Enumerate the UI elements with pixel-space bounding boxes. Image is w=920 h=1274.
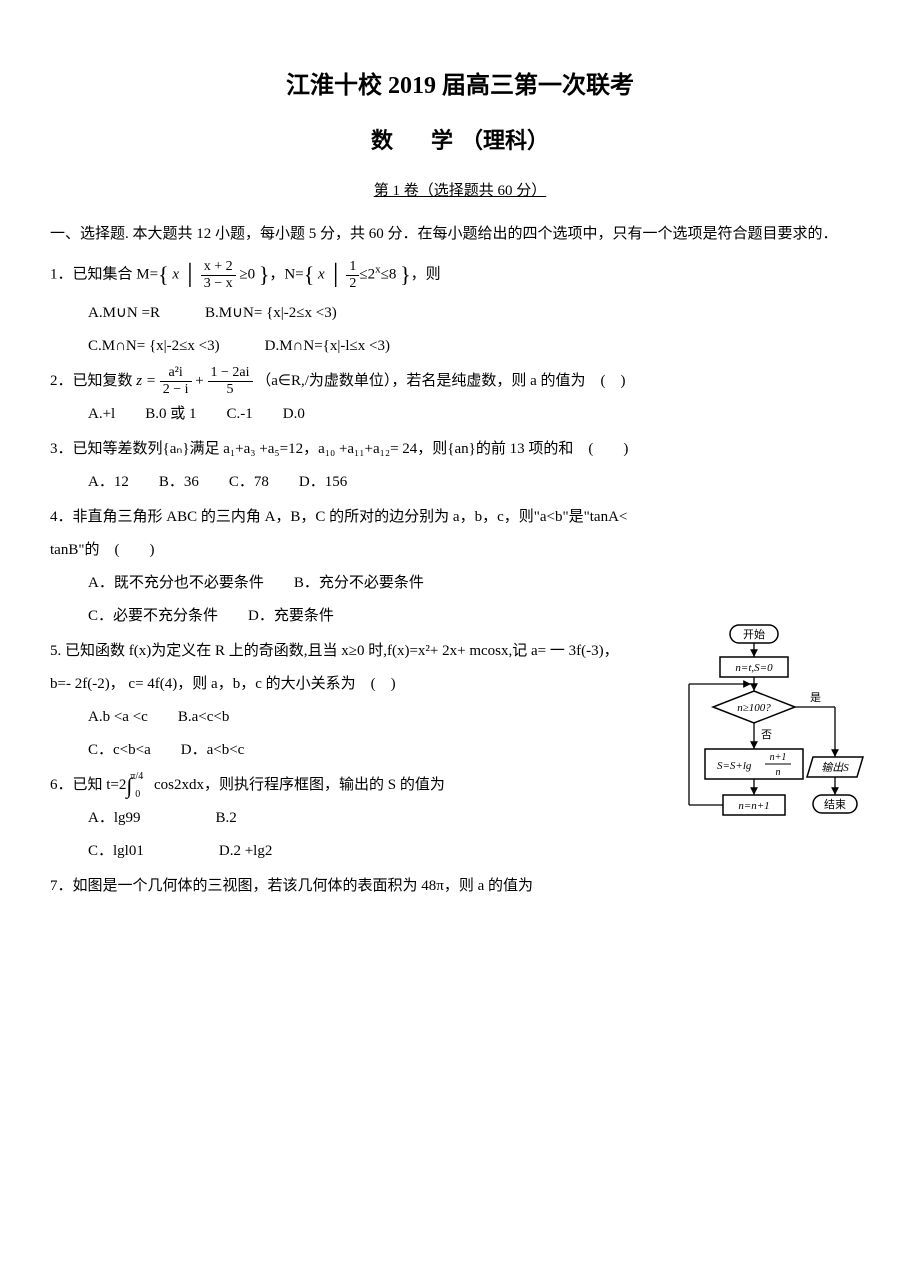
q4-optD: D．充要条件 [248,608,334,624]
question-2: 2．已知复数 z = a²i2 − i + 1 − 2ai5 （a∈R,/为虚数… [50,365,870,398]
q1-frac2: 12 [346,260,359,291]
flowchart: 开始 n=t,S=0 n≥100? 是 输出S 结束 否 S=S+lg n+1 … [675,623,870,856]
subtitle-suffix: （理科） [461,128,549,153]
q1-suffix: ，则 [411,267,441,283]
q1-optA: A.M∪N =R [88,305,160,321]
q1-frac1-num: x + 2 [201,260,236,276]
q2-frac2: 1 − 2ai5 [208,366,253,397]
q2-prefix: 2．已知复数 [50,373,133,389]
q6-integrand: cos2xdx，则执行程序框图，输出的 S 的值为 [150,777,445,793]
q5-optD: D．a<b<c [181,742,245,758]
q1-frac2-num: 1 [346,260,359,276]
question-7: 7．如图是一个几何体的三视图，若该几何体的表面积为 48π，则 a 的值为 [50,870,870,903]
fc-end: 结束 [824,798,846,811]
q2-plus: + [195,373,203,389]
q5-optC: C．c<b<a [88,742,151,758]
brace-close: } [400,262,411,287]
fc-step: S=S+lg [717,760,752,772]
set-bar: │ [183,264,197,286]
q2-frac1-num: a²i [160,366,192,382]
q6-prefix: 6．已知 t=2 [50,777,126,793]
exam-title: 江淮十校 2019 届高三第一次联考 [50,60,870,113]
q2-frac2-den: 5 [208,382,253,397]
q1-options-row2: C.M∩N= {x|-2≤x <3) D.M∩N={x|-l≤x <3) [50,330,870,363]
q6-optD: D.2 +lg2 [219,843,272,859]
fc-incr: n=n+1 [738,800,769,812]
q1-prefix: 1．已知集合 M= [50,267,158,283]
q6-int-upper: π/4 [130,771,143,782]
q1-set2-posta: ≤2 [359,267,375,283]
q3-options: A．12 B．36 C．78 D．156 [50,466,870,499]
subtitle-main: 数 学 [371,128,461,153]
fc-cond: n≥100? [737,702,771,714]
fc-start: 开始 [743,627,765,641]
q2-frac1: a²i2 − i [160,366,192,397]
q6-optC: C．lgl01 [88,843,144,859]
q5-optB: B.a<c<b [178,709,230,725]
q6-int-lower: 0 [135,789,140,800]
q2-optB: B.0 或 1 [145,406,196,422]
set-bar: │ [328,264,342,286]
q3-optA: A．12 [88,474,129,490]
q3-optD: D．156 [299,474,347,490]
q2-frac2-num: 1 − 2ai [208,366,253,382]
fc-yes: 是 [810,691,821,704]
q1-set2-postb: ≤8 [381,267,397,283]
q1-optD: D.M∩N={x|-l≤x <3) [265,338,390,354]
q5-optA: A.b <a <c [88,709,148,725]
q1-frac2-den: 2 [346,276,359,291]
q1-set1-post: ≥0 [239,267,255,283]
exam-subtitle: 数 学（理科） [50,117,870,165]
q4-options-row1: A．既不充分也不必要条件 B．充分不必要条件 [50,567,870,600]
q2-frac1-den: 2 − i [160,382,192,397]
fc-step-den: n [776,767,781,778]
q2-options: A.+l B.0 或 1 C.-1 D.0 [50,398,870,431]
question-4-line1: 4．非直角三角形 ABC 的三内角 A，B，C 的所对的边分别为 a，b，c，则… [50,501,870,534]
brace-open: { [304,262,315,287]
q2-optA: A.+l [88,406,115,422]
brace-close: } [259,262,270,287]
question-3: 3．已知等差数列{aₙ}满足 a₁+a₃ +a₅=12，a₁₀ +a₁₁+a₁₂… [50,433,870,466]
q1-options-row1: A.M∪N =R B.M∪N= {x|-2≤x <3) [50,297,870,330]
q1-set1-var: x [172,267,179,283]
instruction-text: 一、选择题. 本大题共 12 小题，每小题 5 分，共 60 分．在每小题给出的… [50,218,870,251]
q4-optB: B．充分不必要条件 [294,575,424,591]
q1-frac1: x + 23 − x [201,260,236,291]
q1-mid: ，N= [269,267,303,283]
q2-z: z = [136,373,156,389]
q3-optB: B．36 [159,474,199,490]
q4-optA: A．既不充分也不必要条件 [88,575,264,591]
section-header: 第 1 卷（选择题共 60 分） [50,175,870,208]
q2-optC: C.-1 [227,406,253,422]
q2-optD: D.0 [283,406,305,422]
fc-step-num: n+1 [770,752,787,763]
q1-optB: B.M∪N= {x|-2≤x <3) [205,305,337,321]
q1-optC: C.M∩N= {x|-2≤x <3) [88,338,220,354]
flowchart-svg: 开始 n=t,S=0 n≥100? 是 输出S 结束 否 S=S+lg n+1 … [675,623,870,843]
q6-optA: A．lg99 [88,810,141,826]
q1-frac1-den: 3 − x [201,276,236,291]
q4-optC: C．必要不充分条件 [88,608,218,624]
brace-open: { [158,262,169,287]
question-1: 1．已知集合 M={ x │ x + 23 − x ≥0 }，N={ x │ 1… [50,253,870,297]
fc-output: 输出S [821,761,849,774]
question-4-line2: tanB"的 ( ) [50,534,870,567]
q3-optC: C．78 [229,474,269,490]
fc-no: 否 [761,729,772,741]
q1-set2-var: x [318,267,325,283]
fc-init: n=t,S=0 [735,662,773,674]
q6-optB: B.2 [216,810,237,826]
q2-suffix: （a∈R,/为虚数单位），若名是纯虚数，则 a 的值为 ( ) [256,373,625,389]
